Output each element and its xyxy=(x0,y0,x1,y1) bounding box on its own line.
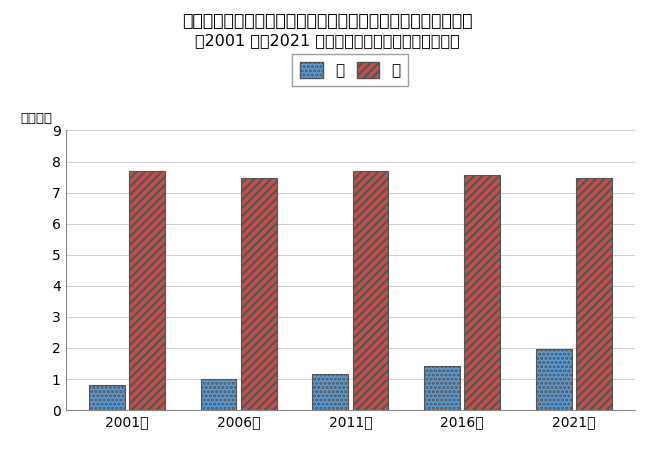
Bar xyxy=(424,366,460,410)
Bar xyxy=(312,374,348,410)
Text: （2001 年～2021 年）－週全体、夫婦と子供の世帯: （2001 年～2021 年）－週全体、夫婦と子供の世帯 xyxy=(195,34,460,48)
Bar xyxy=(129,171,165,410)
Bar xyxy=(576,178,612,410)
Bar xyxy=(352,171,388,410)
Text: （時間）: （時間） xyxy=(20,112,52,125)
Legend: 夫, 妻: 夫, 妻 xyxy=(292,54,409,85)
Bar xyxy=(241,178,276,410)
Bar xyxy=(200,379,236,410)
Bar xyxy=(536,349,572,410)
Text: 図２－２　６歳未満の子供を持つ夫・妻の家事関連時間の推移: 図２－２ ６歳未満の子供を持つ夫・妻の家事関連時間の推移 xyxy=(182,12,473,30)
Bar xyxy=(89,385,124,410)
Bar xyxy=(464,175,500,410)
